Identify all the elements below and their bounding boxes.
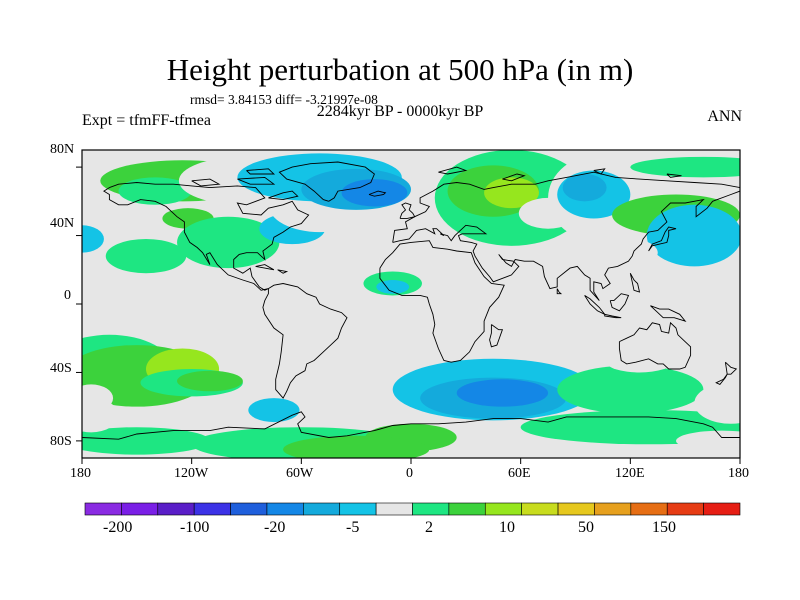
coastline-segment: [666, 173, 682, 178]
lon-tick-label: 120W: [174, 466, 209, 481]
coastline-segment: [648, 226, 677, 252]
coastline-segment: [379, 240, 505, 363]
season-label: ANN: [707, 108, 742, 125]
coastline-segment: [277, 269, 289, 274]
axis-ticks: [76, 166, 741, 464]
coastline-segment: [392, 171, 740, 243]
coastline-segment: [604, 313, 622, 319]
coastline-segment: [82, 411, 740, 440]
colorbar: [84, 502, 741, 516]
coastline-segment: [556, 288, 563, 295]
colorbar-label: -100: [180, 519, 210, 536]
contour-fill-region: [584, 237, 658, 269]
colorbar-swatch: [193, 502, 231, 516]
coastline-segment: [593, 168, 606, 175]
colorbar-label: 50: [578, 519, 594, 536]
contour-fill-region: [82, 225, 104, 253]
coastline-segment: [103, 182, 310, 291]
coastline-segment: [502, 173, 526, 182]
contour-fill-region: [646, 204, 740, 267]
coastline-segment: [618, 321, 692, 370]
lon-tick-label: 60E: [508, 466, 531, 481]
colorbar-swatch: [448, 502, 486, 516]
contour-fill-region: [272, 348, 338, 383]
contour-fill-region: [105, 238, 187, 274]
colorbar-swatch: [412, 502, 450, 516]
coastline-segment: [629, 272, 641, 293]
colorbar-swatch: [266, 502, 304, 516]
colorbar-swatch: [339, 502, 377, 516]
colorbar-swatch: [375, 502, 413, 516]
colorbar-swatch: [594, 502, 632, 516]
coastline-segment: [392, 190, 740, 301]
contour-fill-region: [557, 365, 704, 414]
contour-fill-region: [82, 427, 210, 455]
colorbar-swatch: [121, 502, 159, 516]
lon-tick-label: 180: [728, 466, 749, 481]
coastline-segment: [715, 373, 728, 385]
contour-fill-region: [177, 370, 243, 392]
contour-fill-region: [283, 435, 430, 458]
coastline-segment: [609, 293, 630, 312]
lon-tick-label: 0: [406, 466, 413, 481]
coastline-segment: [268, 190, 299, 201]
coastline-segment: [237, 176, 276, 185]
lat-tick-label: 0: [64, 288, 71, 303]
colorbar-swatch: [630, 502, 668, 516]
colorbar-swatch: [703, 502, 741, 516]
contour-fill-region: [82, 384, 114, 412]
colorbar-label: 2: [425, 519, 433, 536]
lat-tick-label: 40S: [50, 361, 72, 376]
colorbar-label: -200: [103, 519, 133, 536]
contour-fill-region: [676, 430, 740, 452]
contour-fill-region: [694, 382, 740, 424]
colorbar-label: 150: [652, 519, 676, 536]
coastline-segment: [650, 305, 687, 322]
colorbar-swatch: [84, 502, 122, 516]
contour-fill-region: [456, 379, 549, 407]
coastline-segment: [262, 283, 348, 399]
experiment-label: Expt = tfmFF-tfmea: [82, 112, 212, 129]
colorbar-swatch: [230, 502, 268, 516]
contour-fill-region: [248, 398, 300, 423]
contour-fill-layer: [82, 150, 740, 458]
colorbar-swatch: [666, 502, 704, 516]
lat-tick-label: 40N: [50, 216, 75, 231]
colorbar-swatch: [557, 502, 595, 516]
lon-tick-label: 180: [70, 466, 91, 481]
colorbar-label: -5: [346, 519, 360, 536]
coastline-segment: [278, 161, 375, 202]
coastline-segment: [246, 168, 276, 175]
figure-title: Height perturbation at 500 hPa (in m): [166, 52, 634, 87]
lon-tick-label: 120E: [615, 466, 645, 481]
contour-fill-region: [177, 216, 280, 269]
colorbar-swatch: [484, 502, 522, 516]
colorbar-label: -20: [264, 519, 286, 536]
contour-fill-region: [376, 280, 410, 294]
colorbar-label: 10: [499, 519, 515, 536]
colorbar-swatch: [157, 502, 195, 516]
contour-fill-region: [562, 173, 607, 202]
contour-fill-region: [606, 351, 673, 373]
coastline-segment: [724, 361, 738, 375]
colorbar-swatch: [303, 502, 341, 516]
coastline-segment: [438, 166, 468, 175]
coastlines: [82, 161, 740, 440]
coastline-segment: [191, 178, 221, 187]
coastline-segment: [255, 264, 275, 271]
contour-fill-region: [630, 156, 740, 178]
lon-tick-label: 60W: [286, 466, 314, 481]
coastline-segment: [489, 324, 504, 348]
lat-tick-label: 80N: [50, 142, 75, 157]
period-label: 2284kyr BP - 0000kyr BP: [316, 103, 484, 120]
coastline-segment: [399, 202, 416, 219]
contour-fill-region: [484, 177, 539, 209]
coastline-segment: [368, 190, 387, 197]
colorbar-swatch: [521, 502, 559, 516]
lat-tick-label: 80S: [50, 434, 72, 449]
rmsd-diff-stats: rmsd= 3.84153 diff= -3.21997e-08: [190, 92, 378, 107]
